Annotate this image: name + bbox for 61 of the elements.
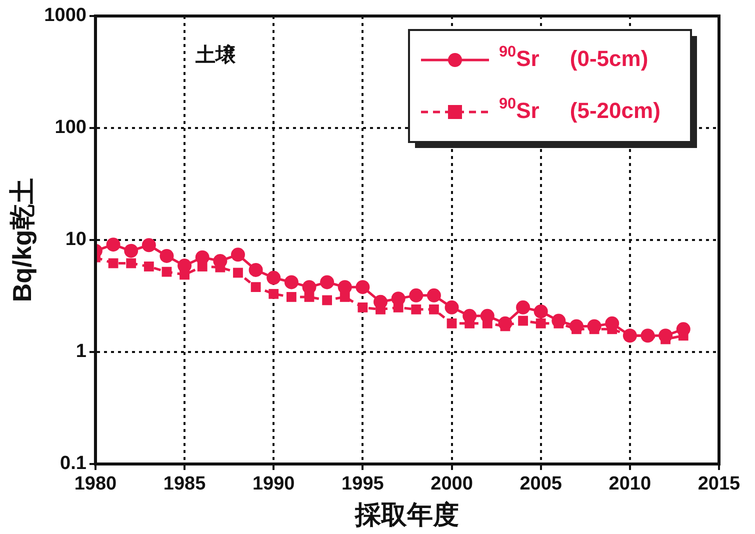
point [444,300,459,314]
point [409,288,424,302]
point [426,288,441,302]
point [391,292,406,306]
point [250,282,261,292]
x-tick-label: 2005 [520,474,562,495]
point [356,280,370,294]
point [320,275,334,290]
point [124,244,138,258]
point [162,266,172,277]
point [676,322,690,336]
point [144,262,154,272]
point [178,258,192,273]
point [322,295,332,306]
point [126,258,136,268]
point [284,275,298,290]
x-tick-label: 1985 [163,474,206,495]
point [429,304,439,314]
point [498,316,512,330]
y-tick-label: 100 [54,117,86,138]
point [587,319,602,334]
x-axis-title: 採取年度 [354,500,460,530]
point [213,254,228,268]
y-tick-label: 1 [76,341,87,362]
point [108,258,118,268]
y-axis-title: Bq/kg乾土 [6,178,37,302]
point [516,300,530,314]
x-tick-label: 2015 [698,474,741,495]
point [518,316,528,326]
point [286,292,296,302]
point [536,318,546,328]
point [230,248,245,262]
point [195,250,210,264]
point [302,280,316,294]
y-tick-label: 10 [65,229,86,250]
x-tick-label: 1980 [74,474,117,495]
point [338,280,352,294]
point [358,302,368,312]
point [106,238,120,252]
point [480,308,494,323]
annotation: 土壌 [194,44,236,67]
point [142,238,156,252]
point [266,270,281,285]
point [569,319,584,334]
y-tick-label: 0.1 [60,453,87,474]
point [268,288,279,299]
point [160,248,174,263]
x-tick-label: 1995 [342,474,384,495]
point [605,316,620,330]
point [534,304,548,318]
x-tick-label: 2010 [608,474,652,495]
point [233,268,243,278]
point [446,318,457,328]
y-tick-label: 1000 [44,5,86,26]
point [411,304,422,314]
point [374,294,388,309]
x-tick-label: 1990 [252,474,295,495]
point [658,328,673,343]
point [248,262,263,277]
point [462,308,477,323]
x-tick-label: 2000 [430,474,473,495]
